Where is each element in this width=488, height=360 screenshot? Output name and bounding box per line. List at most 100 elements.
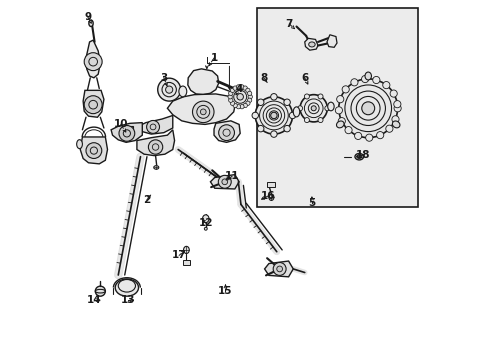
Bar: [122, 126, 133, 134]
Circle shape: [228, 91, 232, 95]
Circle shape: [243, 86, 247, 90]
Circle shape: [270, 112, 277, 119]
Circle shape: [335, 107, 342, 114]
Circle shape: [284, 125, 290, 132]
Circle shape: [243, 103, 247, 108]
Text: 7: 7: [285, 19, 292, 29]
Circle shape: [148, 140, 163, 154]
Circle shape: [324, 106, 329, 111]
Circle shape: [284, 99, 290, 105]
Text: 15: 15: [218, 286, 232, 296]
Circle shape: [338, 118, 345, 125]
Circle shape: [297, 106, 302, 111]
Circle shape: [192, 101, 214, 123]
Circle shape: [233, 103, 237, 108]
Circle shape: [393, 100, 400, 108]
Ellipse shape: [179, 86, 186, 97]
Polygon shape: [137, 116, 172, 134]
Circle shape: [222, 179, 227, 185]
Circle shape: [245, 101, 249, 105]
Polygon shape: [210, 175, 239, 189]
Circle shape: [376, 131, 383, 139]
Circle shape: [228, 98, 232, 102]
Text: 6: 6: [301, 73, 308, 83]
Ellipse shape: [354, 153, 363, 160]
Polygon shape: [264, 261, 293, 277]
Text: 4: 4: [235, 84, 243, 94]
Text: 9: 9: [84, 12, 91, 22]
Text: 8: 8: [260, 73, 267, 83]
Polygon shape: [304, 39, 317, 50]
Circle shape: [304, 94, 309, 99]
Circle shape: [247, 91, 251, 95]
Ellipse shape: [364, 72, 371, 80]
Text: 13: 13: [121, 295, 135, 305]
Circle shape: [361, 76, 368, 82]
Text: 14: 14: [87, 295, 102, 305]
Polygon shape: [80, 137, 107, 164]
Polygon shape: [83, 90, 104, 117]
Text: 11: 11: [224, 171, 239, 181]
Ellipse shape: [89, 20, 93, 27]
Circle shape: [165, 86, 172, 93]
Circle shape: [391, 116, 398, 123]
Circle shape: [270, 131, 277, 137]
Circle shape: [389, 90, 396, 97]
Circle shape: [365, 134, 372, 141]
Polygon shape: [86, 40, 100, 78]
Circle shape: [372, 76, 379, 84]
Ellipse shape: [77, 140, 82, 149]
Bar: [183, 260, 190, 265]
Circle shape: [158, 78, 180, 101]
Circle shape: [257, 99, 264, 105]
Polygon shape: [137, 130, 174, 156]
Ellipse shape: [327, 102, 333, 111]
Ellipse shape: [202, 215, 208, 223]
Ellipse shape: [336, 121, 344, 128]
Circle shape: [354, 132, 361, 139]
Polygon shape: [214, 121, 240, 142]
Circle shape: [239, 104, 244, 109]
Circle shape: [317, 94, 323, 99]
Ellipse shape: [308, 42, 314, 47]
Ellipse shape: [293, 107, 299, 117]
Circle shape: [230, 87, 250, 107]
Circle shape: [385, 125, 392, 132]
Circle shape: [304, 118, 309, 123]
Circle shape: [119, 126, 135, 141]
Circle shape: [273, 262, 285, 275]
Circle shape: [230, 101, 234, 105]
Ellipse shape: [204, 227, 207, 230]
Circle shape: [233, 86, 237, 90]
Circle shape: [146, 121, 159, 134]
Circle shape: [300, 95, 326, 122]
Circle shape: [236, 85, 240, 89]
Circle shape: [310, 106, 316, 111]
Circle shape: [86, 143, 102, 158]
Circle shape: [276, 266, 282, 272]
Circle shape: [236, 104, 240, 109]
Circle shape: [289, 112, 295, 119]
Text: 18: 18: [356, 150, 370, 160]
Text: 10: 10: [113, 120, 128, 129]
Circle shape: [257, 125, 264, 132]
Text: 2: 2: [143, 195, 150, 205]
Polygon shape: [111, 123, 142, 142]
Circle shape: [342, 86, 348, 93]
Circle shape: [218, 175, 231, 188]
Circle shape: [239, 85, 244, 89]
Circle shape: [344, 127, 351, 134]
Circle shape: [125, 127, 130, 132]
Ellipse shape: [153, 166, 159, 169]
Polygon shape: [326, 35, 336, 47]
Circle shape: [336, 96, 343, 103]
Circle shape: [382, 81, 389, 89]
Text: 3: 3: [160, 73, 167, 83]
Circle shape: [84, 96, 102, 114]
Circle shape: [218, 125, 234, 140]
Circle shape: [255, 97, 292, 134]
Ellipse shape: [268, 194, 273, 201]
Ellipse shape: [183, 246, 189, 253]
Circle shape: [230, 88, 234, 93]
Circle shape: [227, 95, 232, 99]
